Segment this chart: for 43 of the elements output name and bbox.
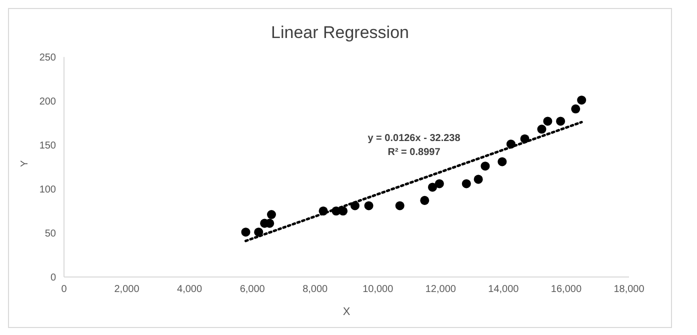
point — [364, 201, 374, 210]
point — [537, 124, 546, 134]
y-axis-title: Y — [20, 160, 31, 167]
point — [318, 206, 328, 216]
point — [350, 201, 360, 210]
point — [543, 116, 552, 126]
x-tick-label: 10,000 — [362, 284, 394, 296]
point — [254, 228, 264, 237]
y-tick-label: 150 — [39, 140, 56, 152]
point — [395, 201, 404, 210]
x-tick-label: 18,000 — [614, 284, 645, 296]
point — [520, 134, 530, 144]
point — [498, 157, 507, 166]
point — [506, 140, 516, 149]
x-tick-label: 0 — [61, 284, 68, 296]
y-tick-label: 0 — [50, 272, 56, 284]
point — [571, 104, 580, 114]
y-tick-label: 50 — [44, 228, 56, 240]
point — [338, 206, 348, 216]
annotation: y = 0.0126x - 32.238 — [368, 133, 461, 144]
chart-title: Linear Regression — [270, 23, 410, 44]
point — [577, 96, 586, 105]
point — [462, 179, 471, 188]
x-tick-label: 12,000 — [425, 284, 456, 296]
x-tick-label: 2,000 — [114, 284, 140, 296]
point — [480, 162, 490, 171]
point — [420, 196, 430, 205]
x-tick-label: 16,000 — [550, 284, 582, 296]
point — [474, 174, 483, 184]
point — [434, 179, 444, 188]
x-tick-label: 14,000 — [488, 284, 520, 296]
point — [266, 210, 276, 220]
point — [428, 182, 438, 192]
y-tick-label: 250 — [39, 52, 56, 64]
x-axis-title: X — [342, 306, 351, 318]
y-tick-label: 100 — [39, 184, 56, 196]
annotation: R² = 0.8997 — [388, 147, 441, 158]
point — [241, 228, 250, 237]
x-tick-label: 4,000 — [177, 284, 203, 296]
point — [556, 116, 566, 126]
x-tick-label: 6,000 — [240, 284, 266, 296]
y-tick-label: 200 — [39, 96, 56, 108]
x-tick-label: 8,000 — [302, 284, 328, 296]
